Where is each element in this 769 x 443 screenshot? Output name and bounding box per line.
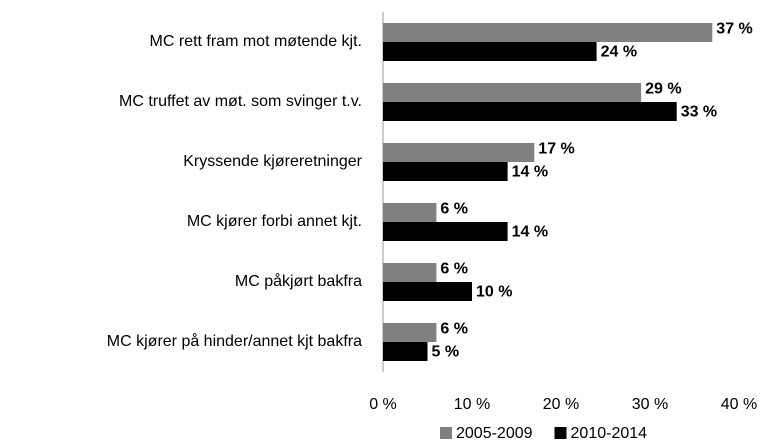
x-tick-label: 0 % (369, 396, 397, 413)
value-label: 14 % (512, 224, 548, 241)
category-label: Kryssende kjøreretninger (183, 153, 362, 170)
category-label: MC påkjørt bakfra (235, 272, 362, 290)
value-label: 29 % (645, 81, 681, 98)
x-tick-label: 20 % (543, 396, 579, 413)
bar (383, 222, 508, 241)
value-label: 17 % (538, 141, 574, 158)
bar (383, 42, 597, 61)
x-tick-label: 30 % (632, 396, 668, 413)
value-label: 6 % (440, 321, 468, 338)
bar (383, 143, 535, 162)
x-tick-label: 40 % (721, 396, 757, 413)
value-label: 37 % (716, 21, 752, 38)
bar (383, 162, 508, 181)
bar (383, 282, 472, 301)
legend-swatch (554, 427, 567, 439)
value-label: 14 % (512, 164, 548, 181)
value-label: 6 % (440, 201, 468, 218)
legend-label: 2010-2014 (571, 425, 648, 442)
category-label: MC truffet av møt. som svinger t.v. (119, 93, 362, 110)
bar (383, 102, 677, 121)
bar (383, 23, 713, 42)
bar (383, 263, 437, 282)
value-label: 6 % (440, 261, 468, 278)
bar (383, 83, 642, 102)
bar (383, 203, 437, 222)
value-label: 10 % (476, 284, 512, 301)
value-label: 24 % (601, 44, 637, 61)
legend-label: 2005-2009 (456, 425, 533, 442)
x-tick-label: 10 % (454, 396, 490, 413)
value-label: 33 % (681, 104, 717, 121)
category-label: MC kjører på hinder/annet kjt bakfra (107, 332, 362, 350)
value-label: 5 % (432, 344, 460, 361)
bar (383, 323, 437, 342)
category-label: MC kjører forbi annet kjt. (187, 213, 362, 230)
bar (383, 342, 428, 361)
category-label: MC rett fram mot møtende kjt. (150, 33, 362, 50)
legend-swatch (440, 427, 452, 439)
